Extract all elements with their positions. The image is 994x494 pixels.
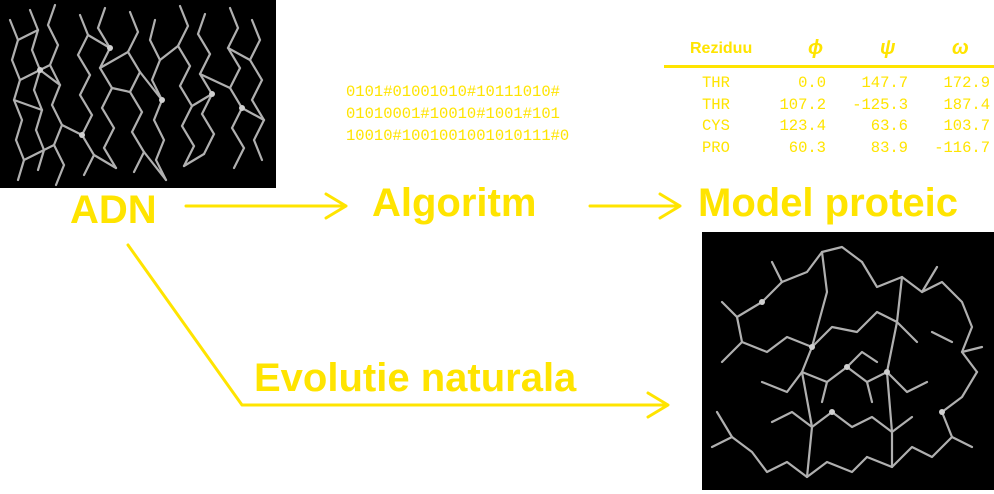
cell-psi: -125.3: [852, 95, 908, 114]
cell-phi: 107.2: [779, 95, 826, 114]
cell-omega: 172.9: [943, 74, 990, 92]
cell-omega: -116.7: [934, 138, 990, 157]
header-divider: [664, 65, 994, 68]
natural-evolution-label: Evolutie naturala: [254, 356, 577, 400]
dna-helix-graphic: [8, 3, 266, 187]
header-omega: ω: [952, 37, 969, 59]
cell-residue: THR: [702, 74, 730, 92]
protein-fold-graphic: [710, 245, 984, 479]
table-row: CYS 123.4 63.6 103.7: [664, 117, 994, 139]
dna-label: ADN: [70, 188, 157, 232]
bitstring-block: 0101#01001010#10111010# 01010001#10010#1…: [346, 81, 569, 147]
bitstring-line: 0101#01001010#10111010#: [346, 83, 560, 101]
protein-structure-image: [702, 232, 994, 490]
cell-omega: 103.7: [943, 117, 990, 135]
cell-phi: 60.3: [788, 138, 826, 157]
cell-residue: CYS: [702, 117, 730, 135]
dna-structure-image: [0, 0, 276, 188]
torsion-angle-table: Reziduu ϕ ψ ω THR 0.0 147.7 172.9 THR 10…: [664, 36, 994, 157]
header-phi: ϕ: [808, 37, 824, 59]
table-row: THR 0.0 147.7 172.9: [664, 74, 994, 96]
protein-model-label: Model proteic: [698, 181, 959, 225]
algorithm-label: Algoritm: [372, 181, 537, 225]
cell-residue: PRO: [702, 138, 730, 157]
table-row: PRO 60.3 83.9 -116.7: [664, 139, 994, 161]
arrow-adn-to-evolution: [126, 243, 670, 419]
table-header: Reziduu ϕ ψ ω: [664, 36, 994, 68]
cell-phi: 123.4: [779, 117, 826, 135]
cell-residue: THR: [702, 95, 730, 114]
header-residue: Reziduu: [690, 40, 753, 57]
cell-psi: 63.6: [870, 117, 908, 135]
header-psi: ψ: [880, 37, 896, 59]
cell-phi: 0.0: [798, 74, 826, 92]
cell-psi: 83.9: [870, 138, 908, 157]
bitstring-line: 10010#1001001001010111#0: [346, 127, 570, 145]
cell-omega: 187.4: [943, 95, 990, 114]
arrow-adn-to-algorithm: [184, 192, 348, 220]
cell-psi: 147.7: [861, 74, 908, 92]
table-row: THR 107.2 -125.3 187.4: [664, 96, 994, 118]
arrow-algorithm-to-model: [588, 192, 682, 220]
bitstring-line: 01010001#10010#1001#101: [346, 105, 560, 123]
